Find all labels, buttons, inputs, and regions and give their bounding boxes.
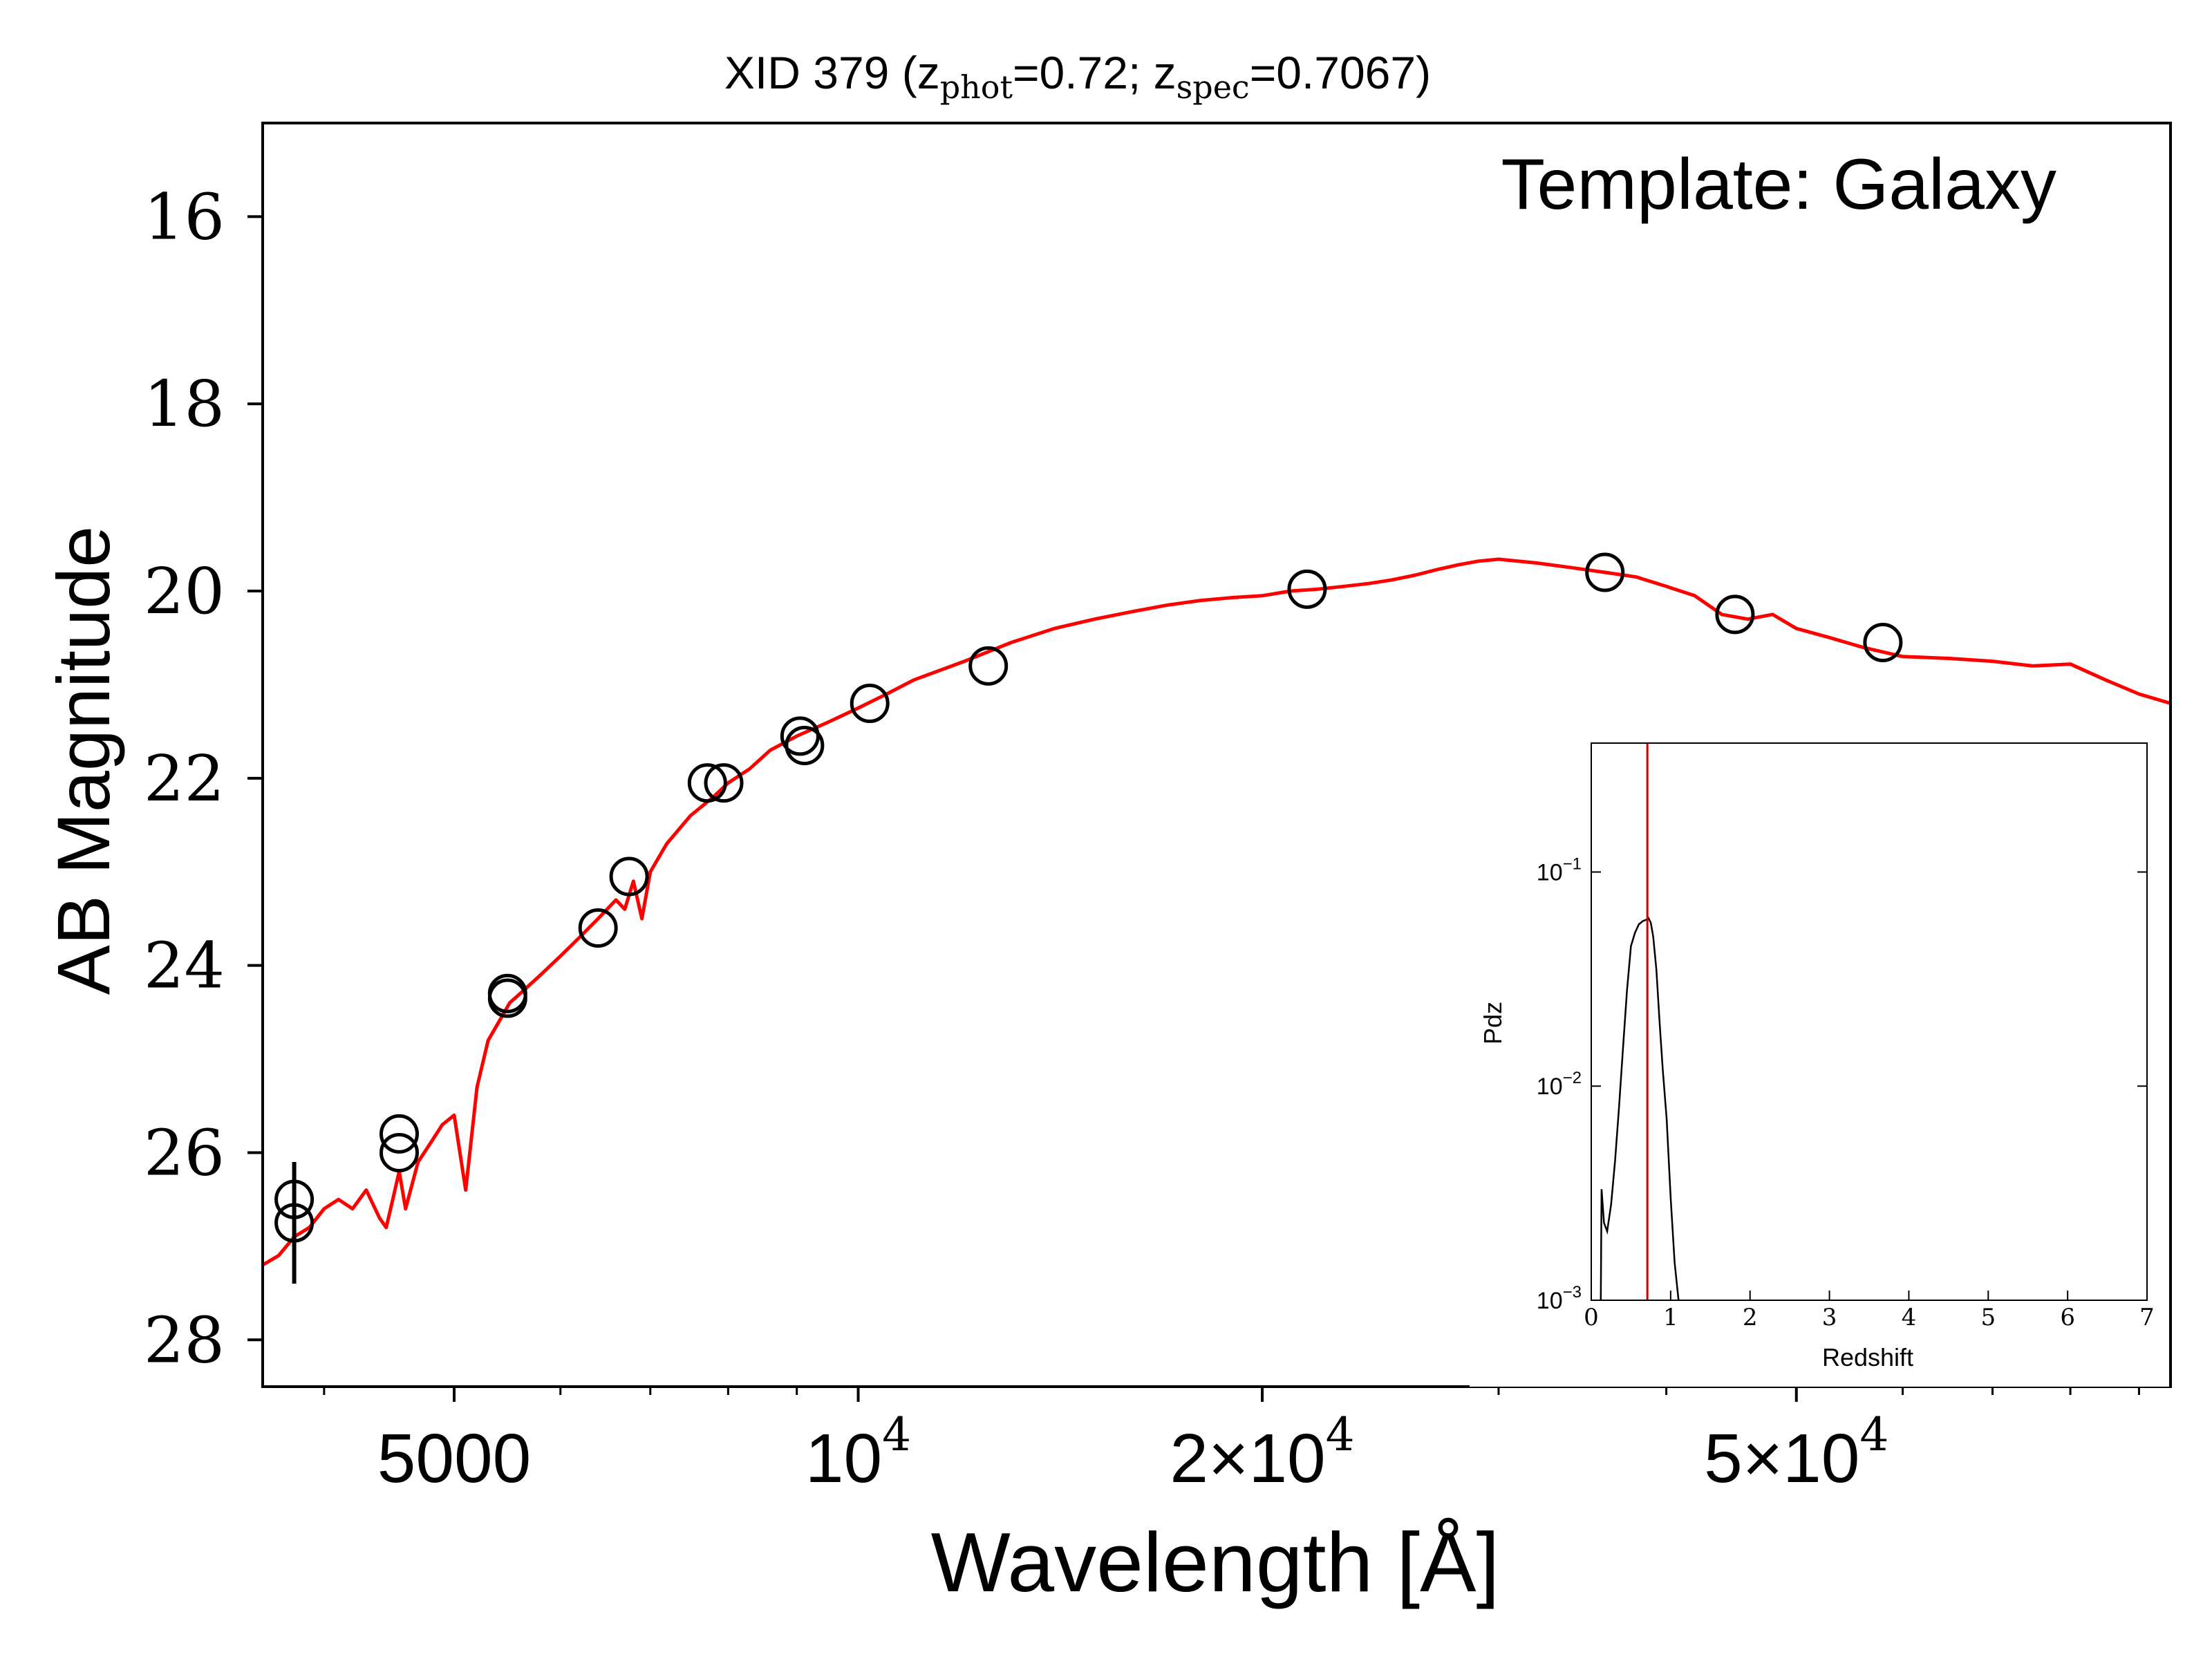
x-tick-label: 104 bbox=[805, 1408, 911, 1497]
y-tick-label: 28 bbox=[144, 1303, 225, 1377]
photometry-point bbox=[274, 1203, 315, 1243]
y-tick-label: 16 bbox=[144, 180, 225, 254]
x-axis-ticks: 5000 104 2×104 5×104 bbox=[323, 1387, 2140, 1497]
y-tick-label: 20 bbox=[144, 554, 225, 628]
photometry-point bbox=[1287, 569, 1327, 609]
photometry-point bbox=[850, 684, 890, 724]
inset-y-axis-label: Pdz bbox=[1479, 1002, 1507, 1044]
inset-y-tick-label: 10−2 bbox=[1537, 1069, 1582, 1100]
inset-x-tick-label: 7 bbox=[2139, 1304, 2155, 1331]
photometry-point bbox=[687, 763, 727, 803]
x-axis-label: Wavelength [Å] bbox=[931, 1515, 1500, 1609]
y-axis-ticks: 16 18 20 22 24 26 28 bbox=[144, 180, 263, 1377]
x-tick-label: 5×104 bbox=[1704, 1408, 1888, 1497]
x-tick-label: 2×104 bbox=[1170, 1408, 1354, 1497]
inset-background bbox=[1470, 733, 2169, 1387]
y-tick-label: 24 bbox=[144, 929, 225, 1003]
main-plot-frame bbox=[261, 122, 2172, 1388]
y-tick-label: 22 bbox=[144, 742, 225, 816]
chart-title: XID 379 (zphot=0.72; zspec=0.7067) bbox=[724, 47, 1431, 106]
pdz-curve bbox=[1600, 916, 1680, 1300]
main-series-layer bbox=[263, 552, 2171, 1284]
inset-x-tick-label: 5 bbox=[1980, 1304, 1996, 1331]
photometry-point bbox=[1585, 552, 1625, 592]
photometry-point bbox=[704, 763, 744, 803]
x-tick-label: 5000 bbox=[377, 1420, 531, 1497]
inset-plot-frame bbox=[1591, 742, 2148, 1301]
inset-y-tick-label: 10−1 bbox=[1537, 854, 1582, 885]
inset-y-axis-ticks: 10−1 10−2 10−3 bbox=[1537, 854, 2147, 1314]
y-axis-label: AB Magnitude bbox=[41, 526, 125, 995]
inset-x-tick-label: 6 bbox=[2060, 1304, 2075, 1331]
photometry-point bbox=[968, 646, 1009, 686]
y-tick-label: 18 bbox=[144, 367, 225, 441]
photometry-point bbox=[609, 856, 649, 897]
inset-x-tick-label: 1 bbox=[1663, 1304, 1678, 1331]
photometry-point bbox=[578, 908, 618, 948]
photometry-point bbox=[1863, 623, 1903, 663]
inset-x-tick-label: 3 bbox=[1822, 1304, 1837, 1331]
inset-x-axis-label: Redshift bbox=[1822, 1343, 1913, 1371]
photometry-point bbox=[1715, 594, 1755, 635]
photometry-point bbox=[785, 725, 825, 765]
inset-x-tick-label: 2 bbox=[1743, 1304, 1758, 1331]
photometry-point bbox=[379, 1132, 419, 1172]
inset-x-axis-ticks: 0 1 2 3 4 5 6 7 bbox=[1584, 1291, 2155, 1331]
photometry-point bbox=[487, 978, 527, 1018]
template-annotation: Template: Galaxy bbox=[1501, 144, 2056, 225]
model-sed-line bbox=[263, 557, 2171, 1267]
inset-series-layer bbox=[1600, 743, 1680, 1300]
inset-x-tick-label: 0 bbox=[1584, 1304, 1599, 1331]
inset-x-tick-label: 4 bbox=[1902, 1304, 1917, 1331]
inset-y-tick-label: 10−3 bbox=[1537, 1283, 1582, 1314]
photometry-point bbox=[379, 1114, 419, 1154]
pdz-inset: 10−1 10−2 10−3 0 1 2 3 4 5 6 7 Redshift Pdz bbox=[1470, 733, 2169, 1387]
y-tick-label: 26 bbox=[144, 1116, 225, 1190]
